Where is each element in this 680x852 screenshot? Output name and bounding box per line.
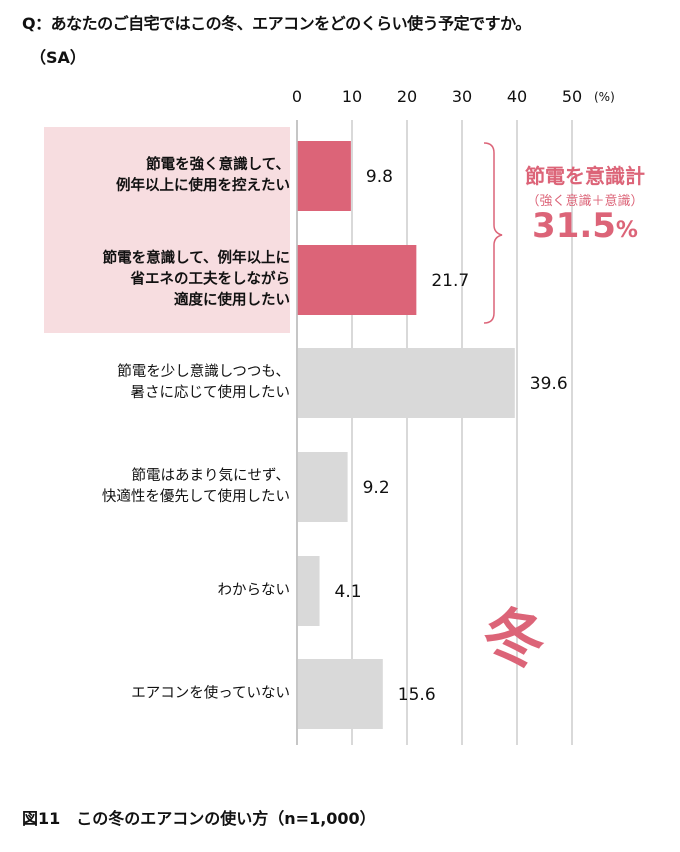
bar: [297, 452, 348, 522]
category-label: エアコンを使っていない: [131, 685, 290, 702]
question-type: （SA）: [30, 48, 86, 67]
category-label: 節電を少し意識しつつも、 暑さに応じて使用したい: [117, 364, 290, 401]
annotation-number: 31.5: [532, 206, 616, 246]
x-tick-label: 50: [562, 87, 582, 106]
highlight-background: [44, 127, 290, 333]
category-label: わからない: [217, 582, 291, 599]
x-tick-label: 40: [507, 87, 527, 106]
value-label: 9.8: [366, 167, 393, 187]
bar: [297, 556, 320, 626]
unit-label: (%): [594, 90, 615, 104]
x-tick-label: 0: [292, 87, 302, 106]
value-label: 9.2: [363, 478, 390, 498]
x-tick-label: 30: [452, 87, 472, 106]
category-label: 節電を強く意識して、 例年以上に使用を控えたい: [116, 157, 290, 194]
annotation-title: 節電を意識計: [525, 164, 645, 188]
value-label: 21.7: [431, 271, 469, 291]
bar: [297, 659, 383, 729]
bar: [297, 348, 515, 418]
figure-caption: 図11 この冬のエアコンの使い方（n=1,000）: [22, 809, 376, 828]
annotation-subtitle: （強く意識＋意識）: [526, 194, 644, 209]
bar: [297, 141, 351, 211]
value-label: 15.6: [398, 685, 436, 705]
bracket: [483, 142, 503, 324]
x-tick-label: 10: [342, 87, 362, 106]
x-tick-label: 20: [397, 87, 417, 106]
value-label: 4.1: [335, 582, 362, 602]
category-label: 節電はあまり気にせず、 快適性を優先して使用したい: [101, 468, 290, 505]
winter-stamp: 冬: [478, 597, 551, 679]
annotation-value: 31.5%: [500, 206, 670, 246]
category-label: 節電を意識して、例年以上に 省エネの工夫をしながら 適度に使用したい: [102, 250, 290, 309]
annotation-unit: %: [615, 218, 638, 243]
question-title: Q：あなたのご自宅ではこの冬、エアコンをどのくらい使う予定ですか。: [22, 14, 531, 33]
bar: [297, 245, 417, 315]
value-label: 39.6: [530, 374, 568, 394]
